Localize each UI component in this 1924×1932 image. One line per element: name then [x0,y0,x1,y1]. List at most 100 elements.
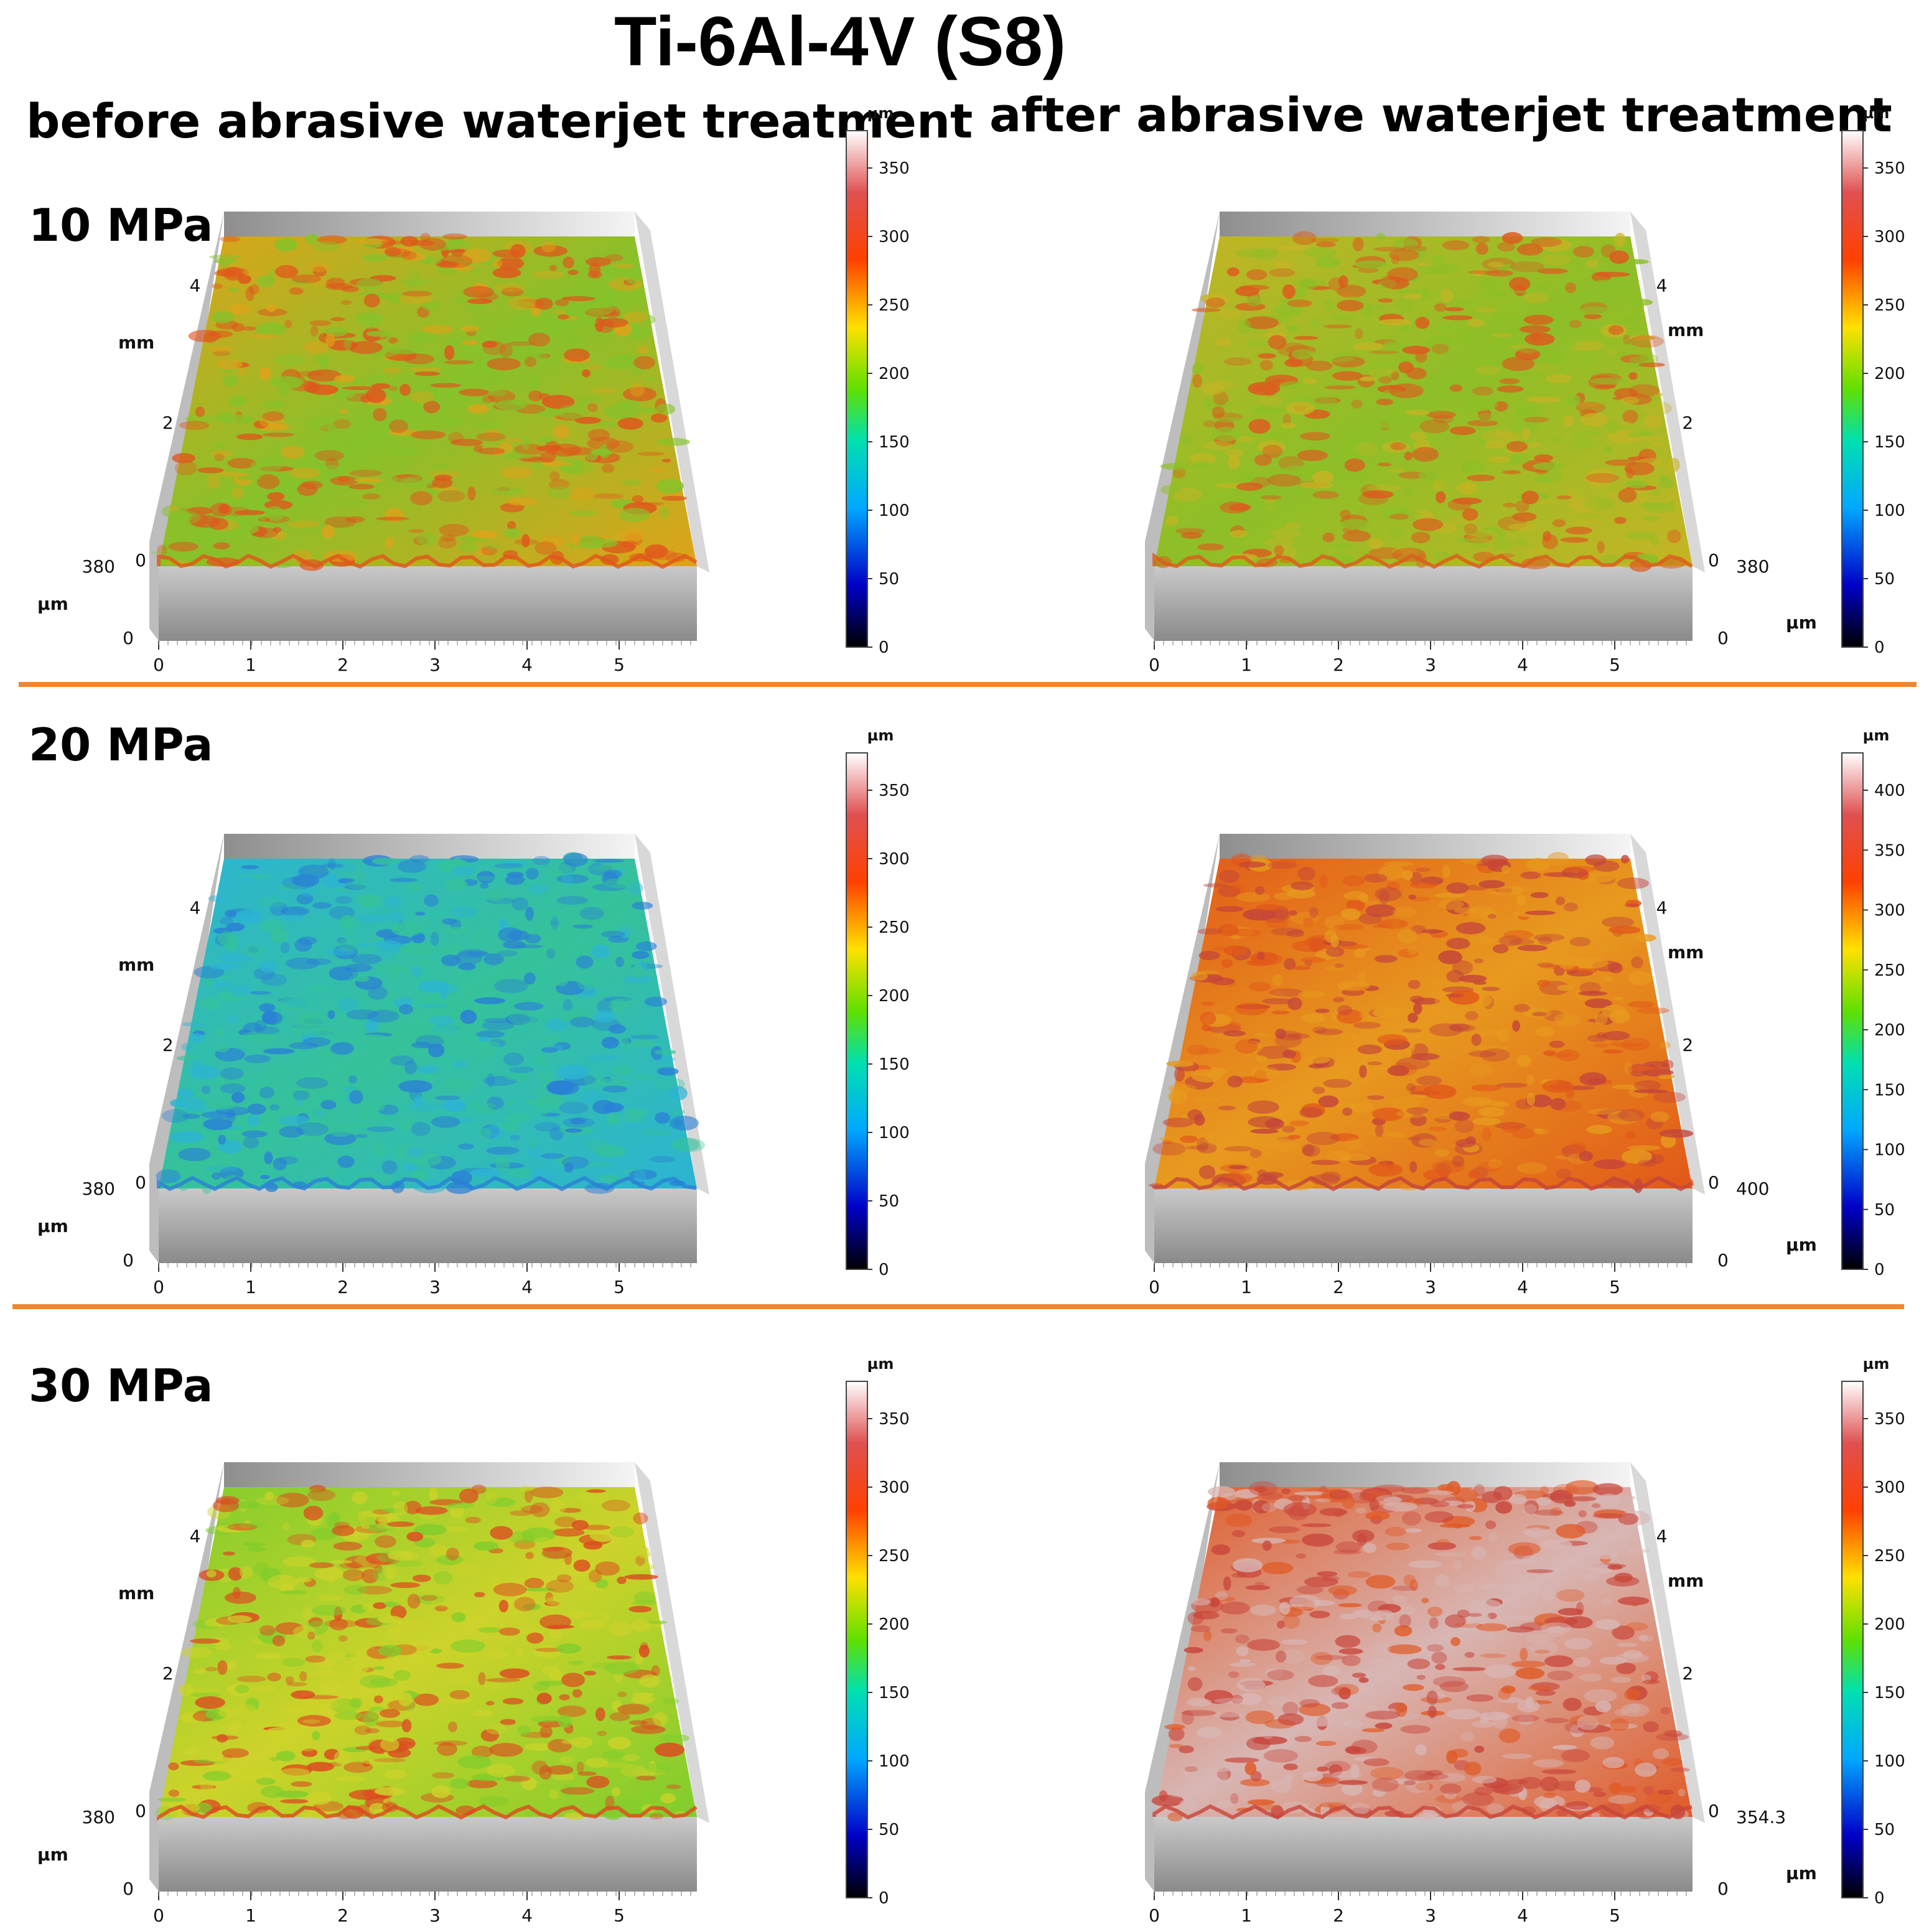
z-axis: 354.3 0 µm [1717,1807,1817,1899]
x-tick-label: 1 [245,1905,256,1926]
colorbar-tick-label: 350 [879,159,910,178]
colorbar-tick-label: 200 [1874,1021,1905,1040]
colorbar-tick-label: 0 [879,638,889,657]
divider-bottom [12,1304,1904,1309]
y-tick-label: 2 [1682,1663,1693,1684]
colorbar-tick-label: 300 [1874,228,1905,246]
colorbar-tick-label: 0 [1874,638,1885,657]
y-tick-label: 4 [1656,1526,1668,1546]
colorbar-tick-label: 150 [1874,433,1905,452]
colorbar-tick-label: 250 [879,1547,910,1566]
side-wall [635,834,709,1195]
colorbar-tick-label: 350 [1874,1410,1905,1429]
x-tick-label: 3 [429,655,441,675]
colorbar-gradient [846,1381,868,1898]
surface-texture [155,1485,690,1821]
side-wall [1630,1462,1705,1823]
surface-panel-r3-after: 012345mm024mm354.30µmµm35030025020015010… [996,1344,1923,1932]
z-bottom-label: 0 [1717,1250,1729,1271]
z-top-label: 400 [1736,1178,1769,1199]
colorbar-tick-label: 200 [1874,365,1905,383]
y-tick-label: 0 [1708,550,1719,571]
surface-panel-r3-before: 012345mm024mm3800µmµm3503002502001501005… [0,1344,927,1932]
z-axis: 400 0 µm [1717,1178,1817,1271]
surface-edge [157,553,698,569]
colorbar-tick-label: 250 [879,296,910,315]
x-tick-label: 2 [1333,1277,1344,1297]
x-axis: 012345mm [1149,641,1687,707]
colorbar-tick-label: 50 [1874,1821,1895,1839]
y-axis: 0 2 4 mm [1656,1526,1719,1821]
colorbar-gradient [1841,752,1864,1270]
colorbar-unit: µm [1863,105,1890,122]
x-tick-label: 5 [1609,1277,1620,1297]
x-tick-label: 1 [1241,655,1252,675]
colorbar-unit: µm [1863,727,1890,744]
colorbar-tick-label: 250 [1874,1547,1905,1566]
y-axis: 0 2 4 mm [1656,897,1719,1193]
divider-top [19,682,1917,687]
z-bottom-label: 0 [123,1250,134,1271]
y-tick-label: 4 [1656,897,1668,918]
x-tick-label: 3 [1425,655,1436,675]
row-label-20mpa: 20 MPa [29,719,213,771]
y-axis-label: mm [1668,1570,1704,1591]
x-tick-label: 2 [337,1905,348,1926]
y-tick-label: 2 [1682,413,1693,433]
y-axis: 0 2 4 mm [118,1526,201,1821]
z-axis: 380 0 µm [37,1807,134,1899]
surface-plot-svg: 012345mm024mm3800µmµm3503002502001501005… [37,727,910,1330]
surface-plot-svg: 012345mm024mm354.30µmµm35030025020015010… [1145,1355,1905,1926]
x-axis: 012345mm [153,1892,691,1926]
colorbar-tick-label: 100 [1874,1752,1905,1771]
colorbar: µm 350 300 250 200 150 100 50 0 [846,105,910,657]
side-wall [1630,834,1705,1195]
y-axis-label: mm [118,332,154,353]
colorbar-gradient [1841,130,1864,648]
x-tick-label: 4 [521,655,533,675]
z-bottom-label: 0 [123,628,134,648]
z-bottom-label: 0 [1717,1878,1729,1899]
surface-edge [157,1175,697,1192]
colorbar-tick-label: 0 [1874,1261,1885,1279]
y-tick-label: 0 [135,550,146,571]
z-axis-label: µm [37,1216,68,1236]
colorbar-tick-label: 150 [1874,1081,1905,1099]
y-tick-label: 0 [1708,1801,1719,1821]
colorbar-tick-label: 350 [879,782,910,800]
x-tick-label: 5 [1609,655,1620,675]
front-face [1154,1817,1693,1892]
y-axis-label: mm [118,1583,154,1603]
colorbar-tick-label: 0 [1874,1889,1885,1908]
colorbar-tick-label: 200 [879,987,910,1006]
z-top-label: 380 [82,1178,115,1199]
colorbar-tick-label: 100 [1874,502,1905,520]
front-face [159,566,697,641]
x-tick-label: 5 [1609,1905,1620,1926]
x-tick-label: 1 [1241,1905,1252,1926]
colorbar-tick-label: 300 [879,1478,910,1497]
colorbar-tick-label: 250 [1874,296,1905,315]
colorbar-unit: µm [867,1355,894,1373]
x-tick-label: 0 [153,1905,164,1926]
x-axis: 012345mm [153,1263,691,1330]
colorbar-tick-label: 150 [879,1684,910,1702]
surface-panel-r2-before: 012345mm024mm3800µmµm3503002502001501005… [0,716,927,1330]
colorbar-tick-label: 50 [879,1192,899,1211]
x-axis: 012345mm [1149,1263,1687,1330]
colorbar-tick-label: 0 [879,1261,889,1279]
y-axis-label: mm [118,954,154,975]
colorbar-tick-label: 350 [1874,841,1905,860]
x-tick-label: 2 [1333,1905,1344,1926]
z-axis-label: µm [1786,612,1817,633]
colorbar-unit: µm [1863,1355,1890,1373]
surface-texture [151,233,690,571]
colorbar-tick-label: 200 [1874,1615,1905,1634]
y-tick-label: 4 [190,897,201,918]
front-face [1154,566,1693,641]
x-tick-label: 1 [245,655,256,675]
y-tick-label: 2 [1682,1035,1693,1055]
colorbar-tick-label: 150 [879,433,910,452]
colorbar-tick-label: 100 [879,502,910,520]
y-axis: 0 2 4 mm [118,275,201,571]
